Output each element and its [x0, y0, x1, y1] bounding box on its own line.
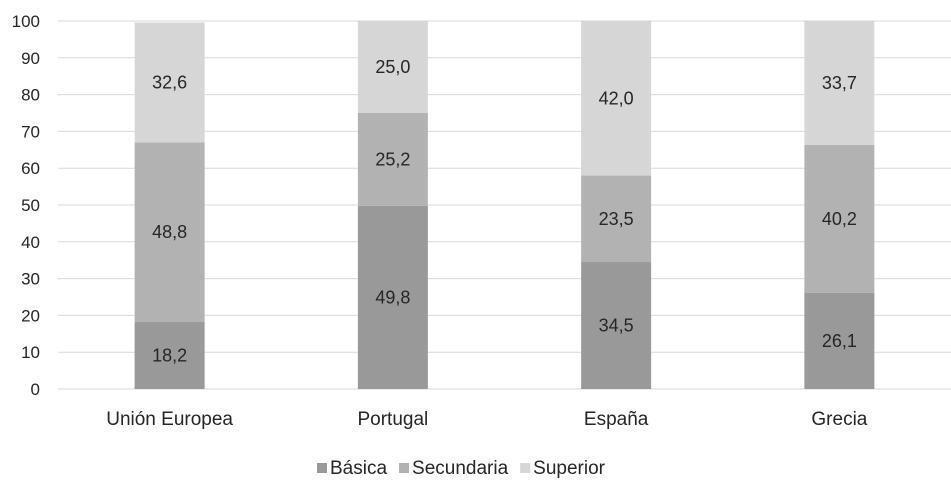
bar-segment — [357, 205, 428, 389]
y-tick-label: 80 — [21, 86, 40, 105]
bar-segment — [804, 21, 875, 146]
data-label: 26,1 — [822, 331, 857, 351]
bar-segment — [357, 21, 428, 113]
data-label: 25,2 — [375, 149, 410, 169]
data-label: 23,5 — [599, 209, 634, 229]
bar-segment — [581, 175, 652, 263]
y-axis: 0 10 20 30 40 50 60 70 80 90 100 — [12, 12, 40, 399]
data-label: 33,7 — [822, 73, 857, 93]
data-label: 25,0 — [375, 57, 410, 77]
legend-label: Básica — [330, 458, 387, 479]
y-tick-label: 10 — [21, 343, 40, 362]
data-label: 49,8 — [375, 287, 410, 307]
gridlines — [58, 20, 951, 390]
bar-segment — [134, 142, 205, 323]
y-tick-label: 20 — [21, 306, 40, 325]
data-label: 42,0 — [599, 88, 634, 108]
bar-segment — [357, 113, 428, 206]
y-tick-label: 90 — [21, 49, 40, 68]
x-category-label: Portugal — [357, 409, 428, 430]
y-tick-label: 50 — [21, 196, 40, 215]
y-tick-label: 70 — [21, 122, 40, 141]
legend-swatch — [520, 463, 531, 473]
bars: 18,2 48,8 32,6 49,8 25,2 25,0 34,5 23,5 42,0 26,1… — [134, 21, 875, 389]
x-category-label: España — [584, 409, 649, 430]
bar-segment — [804, 145, 875, 293]
data-label: 40,2 — [822, 209, 857, 229]
y-tick-label: 60 — [21, 159, 40, 178]
data-label: 18,2 — [152, 346, 187, 366]
legend-label: Superior — [533, 458, 605, 479]
legend-label: Secundaria — [412, 458, 509, 479]
legend-swatch — [317, 463, 327, 473]
data-label: 34,5 — [599, 316, 634, 336]
data-label: 32,6 — [152, 72, 187, 92]
y-tick-label: 40 — [21, 233, 40, 252]
x-axis: Unión Europea Portugal España Grecia — [106, 409, 868, 430]
bar-segment — [581, 262, 652, 389]
data-label: 48,8 — [152, 222, 187, 242]
bar-segment — [581, 21, 652, 176]
legend-swatch — [399, 463, 410, 473]
bar-segment — [804, 292, 875, 389]
y-tick-label: 30 — [21, 270, 40, 289]
y-tick-label: 100 — [12, 12, 40, 31]
legend: Básica Secundaria Superior — [317, 458, 606, 479]
x-category-label: Grecia — [811, 409, 867, 430]
y-tick-label: 0 — [31, 380, 40, 399]
x-category-label: Unión Europea — [106, 409, 233, 430]
bar-segment — [134, 322, 205, 389]
bar-segment — [134, 22, 205, 143]
